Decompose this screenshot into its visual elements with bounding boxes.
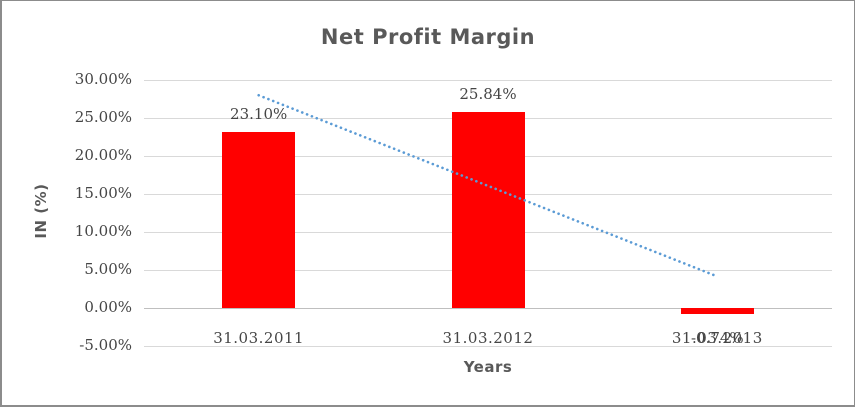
y-tick-label: 5.00% bbox=[84, 260, 132, 278]
chart-title: Net Profit Margin bbox=[320, 25, 536, 49]
x-axis-title: Years bbox=[463, 358, 513, 376]
y-tick-label: 15.00% bbox=[74, 184, 132, 202]
x-category-label: 31.03.2012 bbox=[442, 329, 534, 347]
x-axis-line bbox=[144, 307, 832, 309]
bar bbox=[222, 132, 296, 308]
x-category-label: 31.03.2013 bbox=[671, 329, 763, 347]
y-tick-label: 20.00% bbox=[74, 146, 132, 164]
bar-data-label: 23.10% bbox=[230, 105, 288, 124]
y-tick-label: 30.00% bbox=[74, 70, 132, 88]
bar bbox=[680, 308, 754, 314]
y-tick-label: 25.00% bbox=[74, 108, 132, 126]
bar-data-label: -0.74% bbox=[690, 328, 744, 347]
y-tick-label: 0.00% bbox=[84, 298, 132, 316]
x-category-label: 31.03.2011 bbox=[213, 329, 305, 347]
gridline bbox=[144, 345, 832, 347]
y-tick-label: 10.00% bbox=[74, 222, 132, 240]
y-tick-label: -5.00% bbox=[79, 336, 132, 354]
bar bbox=[451, 111, 525, 308]
bar-data-label: 25.84% bbox=[459, 84, 517, 103]
gridline bbox=[144, 79, 832, 81]
